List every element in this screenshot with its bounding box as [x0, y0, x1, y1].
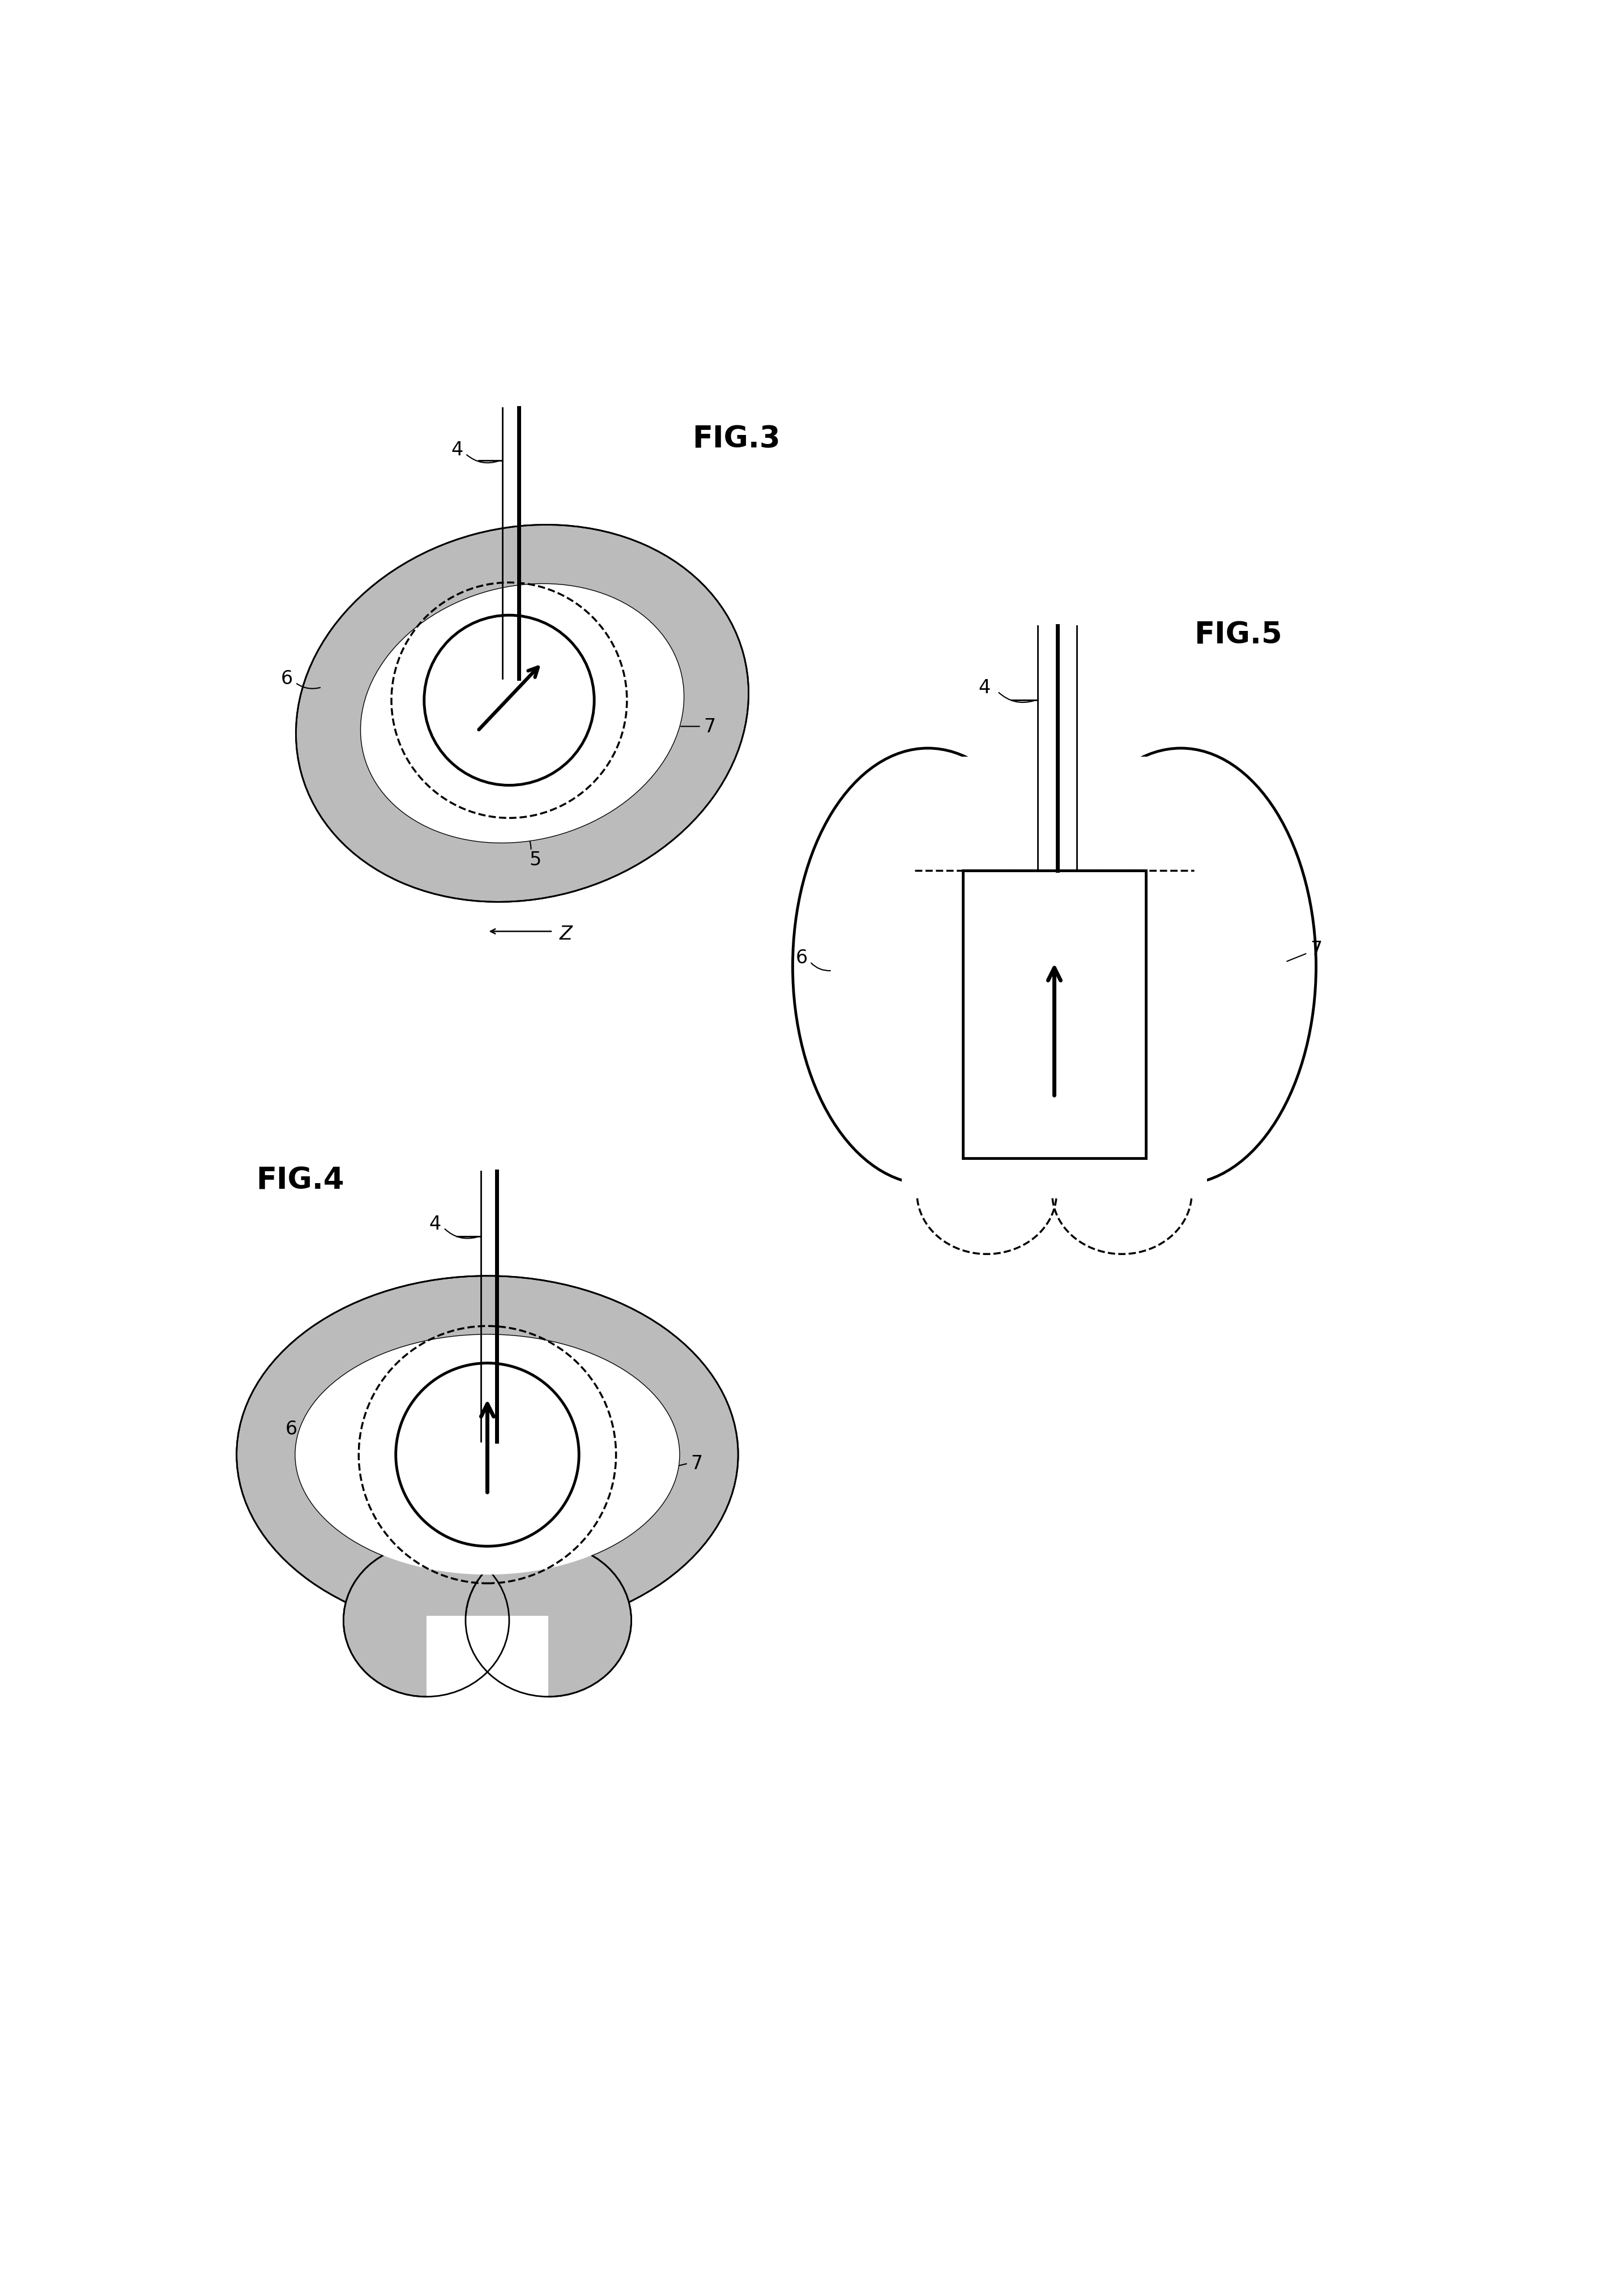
Text: 5: 5 [529, 850, 542, 870]
Text: 6: 6 [281, 670, 293, 689]
Text: FIG.5: FIG.5 [1194, 620, 1282, 650]
Text: 7: 7 [691, 1453, 702, 1474]
Bar [427, 1616, 548, 1704]
Ellipse shape [361, 585, 684, 843]
Ellipse shape [916, 1132, 1057, 1254]
Text: 4: 4 [979, 677, 991, 698]
Text: A: A [1017, 1026, 1030, 1045]
Ellipse shape [793, 748, 1063, 1185]
Ellipse shape [296, 1334, 680, 1575]
Text: 6: 6 [285, 1419, 297, 1437]
Ellipse shape [237, 1277, 739, 1635]
Text: P1: P1 [491, 748, 515, 767]
Text: 41: 41 [419, 629, 443, 650]
Text: 6: 6 [795, 948, 807, 967]
Text: 41: 41 [919, 831, 945, 850]
Circle shape [397, 1364, 579, 1548]
Ellipse shape [344, 1545, 508, 1697]
Text: A: A [454, 1437, 467, 1456]
Ellipse shape [296, 526, 748, 902]
Text: 7: 7 [1310, 939, 1322, 957]
Text: 7: 7 [704, 716, 716, 737]
Text: FIG.4: FIG.4 [256, 1166, 344, 1194]
Text: 5: 5 [505, 1637, 518, 1655]
Text: 4: 4 [451, 441, 462, 459]
Bar [902, 758, 1207, 1258]
Text: Z: Z [560, 925, 572, 944]
Text: 51: 51 [1156, 831, 1180, 850]
Bar [963, 870, 1146, 1159]
Text: P2: P2 [580, 691, 604, 709]
Circle shape [424, 615, 595, 785]
Ellipse shape [1046, 748, 1316, 1185]
Text: FIG.3: FIG.3 [692, 425, 780, 455]
Ellipse shape [1052, 1132, 1191, 1254]
Ellipse shape [361, 585, 684, 843]
Text: A: A [461, 677, 475, 698]
Text: 4: 4 [429, 1215, 441, 1233]
Ellipse shape [465, 1545, 632, 1697]
Ellipse shape [296, 1334, 680, 1575]
